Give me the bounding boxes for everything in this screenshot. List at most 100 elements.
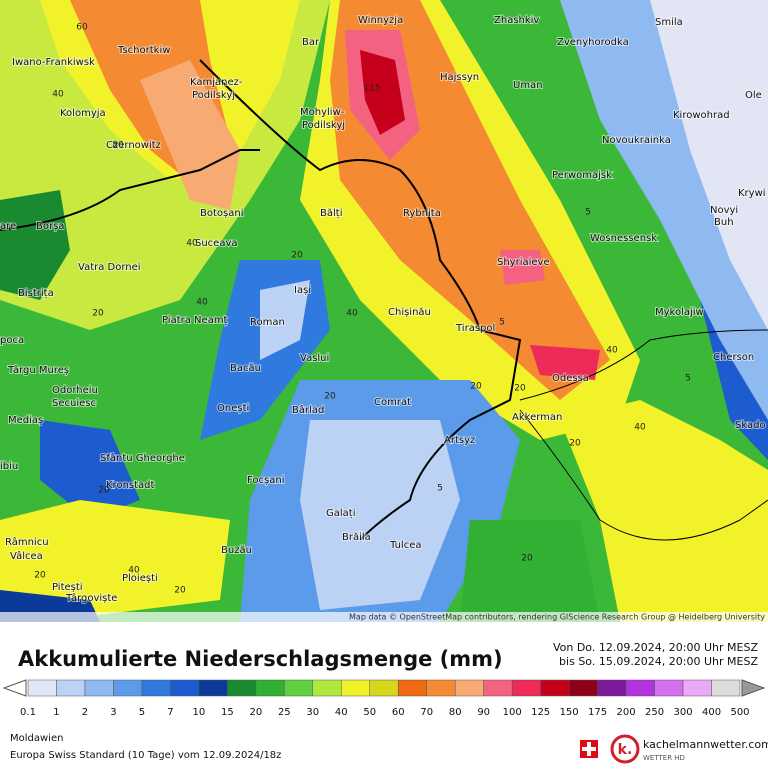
contour-label: 115 bbox=[363, 84, 380, 94]
place-label: Ole bbox=[745, 90, 762, 101]
place-label: ibiu bbox=[0, 461, 18, 472]
place-label: poca bbox=[0, 335, 24, 346]
title: Akkumulierte Niederschlagsmenge (mm) bbox=[18, 647, 503, 671]
place-label: Iwano-Frankiwsk bbox=[12, 57, 95, 68]
legend-label: 20 bbox=[249, 707, 262, 718]
legend-swatch bbox=[682, 679, 712, 697]
legend-label: 1 bbox=[53, 707, 59, 718]
brand-sub: WETTER HD bbox=[643, 754, 685, 762]
place-label: Zvenyhorodka bbox=[557, 37, 629, 48]
legend-label: 15 bbox=[221, 707, 234, 718]
legend-label: 60 bbox=[392, 707, 405, 718]
legend-swatch bbox=[113, 679, 143, 697]
place-label: Suceava bbox=[195, 238, 238, 249]
legend-swatch bbox=[170, 679, 200, 697]
place-label: Smila bbox=[655, 17, 683, 28]
place-label: Akkerman bbox=[512, 412, 562, 423]
legend-swatch bbox=[198, 679, 228, 697]
legend-label: 3 bbox=[110, 707, 116, 718]
contour-label: 5 bbox=[499, 318, 505, 328]
contour-label: 20 bbox=[34, 571, 46, 581]
place-label: Podilskyj bbox=[302, 120, 345, 131]
legend-label: 90 bbox=[477, 707, 490, 718]
place-label: Bârlad bbox=[292, 404, 324, 416]
place-label: Kirowohrad bbox=[673, 110, 730, 121]
place-label: Uman bbox=[513, 80, 543, 91]
contour-label: 20 bbox=[470, 382, 482, 392]
place-label: Secuiesc bbox=[52, 398, 96, 409]
brand: kachelmannwetter.com bbox=[643, 738, 768, 751]
place-label: Mykolajiw bbox=[655, 307, 704, 318]
place-label: Brăila bbox=[342, 532, 371, 543]
place-label: Krywi bbox=[738, 188, 766, 199]
place-label: Tschortkiw bbox=[117, 45, 170, 56]
legend-swatch bbox=[568, 679, 598, 697]
place-label: Botoșani bbox=[200, 208, 243, 219]
map bbox=[0, 0, 768, 622]
legend-label: 400 bbox=[702, 707, 721, 718]
place-label: Iași bbox=[294, 285, 311, 296]
legend-swatch bbox=[255, 679, 285, 697]
legend-swatch bbox=[27, 679, 57, 697]
contour-label: 20 bbox=[514, 384, 526, 394]
place-label: Buh bbox=[714, 217, 734, 228]
place-label: Târgoviște bbox=[65, 592, 117, 604]
legend-label: 200 bbox=[617, 707, 636, 718]
place-label: Wosnessensk bbox=[590, 233, 657, 244]
place-label: are bbox=[0, 221, 16, 232]
place-label: Zhashkiv bbox=[494, 15, 539, 26]
place-label: Odorheiu bbox=[52, 385, 98, 396]
legend-label: 25 bbox=[278, 707, 291, 718]
contour-label: 20 bbox=[174, 586, 186, 596]
legend-label: 40 bbox=[335, 707, 348, 718]
legend-swatch bbox=[625, 679, 655, 697]
legend-swatch bbox=[141, 679, 171, 697]
place-label: Târgu Mureș bbox=[7, 364, 69, 376]
place-label: Vatra Dornei bbox=[78, 262, 141, 273]
contour-label: 40 bbox=[606, 346, 618, 356]
contour-label: 20 bbox=[291, 251, 303, 261]
contour-label: 40 bbox=[128, 566, 140, 576]
logo: k. kachelmannwetter.com WETTER HD bbox=[580, 734, 768, 764]
contour-label: 40 bbox=[196, 298, 208, 308]
period-from: Von Do. 12.09.2024, 20:00 Uhr MESZ bbox=[553, 641, 759, 654]
legend-label: 50 bbox=[363, 707, 376, 718]
legend-swatch bbox=[84, 679, 114, 697]
legend-label: 125 bbox=[531, 707, 550, 718]
contour-label: 80 bbox=[112, 141, 124, 151]
contour-label: 5 bbox=[585, 208, 591, 218]
legend-label: 0.1 bbox=[20, 707, 36, 718]
legend-label: 300 bbox=[673, 707, 692, 718]
legend-swatch bbox=[369, 679, 399, 697]
legend-swatch bbox=[397, 679, 427, 697]
legend-swatch bbox=[597, 679, 627, 697]
legend-label: 150 bbox=[560, 707, 579, 718]
place-label: Czernowitz bbox=[106, 140, 161, 151]
region: Moldawien bbox=[10, 733, 63, 744]
contour-label: 40 bbox=[186, 239, 198, 249]
attribution: Map data © OpenStreetMap contributors, r… bbox=[349, 613, 765, 622]
place-label: Comrat bbox=[374, 397, 411, 408]
place-label: Bălți bbox=[320, 208, 342, 219]
legend-swatch bbox=[454, 679, 484, 697]
place-label: Novyi bbox=[710, 205, 738, 216]
legend-label: 10 bbox=[193, 707, 206, 718]
model: Europa Swiss Standard (10 Tage) vom 12.0… bbox=[10, 750, 281, 761]
place-label: Ploiești bbox=[122, 573, 158, 584]
contour-label: 20 bbox=[324, 392, 336, 402]
place-label: Vaslui bbox=[300, 353, 329, 364]
contour-label: 20 bbox=[98, 486, 110, 496]
place-label: Shyriaieve bbox=[497, 257, 550, 268]
place-label: Focșani bbox=[247, 475, 284, 486]
place-label: Winnyzja bbox=[358, 15, 403, 26]
place-label: Mohyliw- bbox=[300, 107, 345, 118]
place-label: Tulcea bbox=[389, 540, 421, 551]
contour-label: 5 bbox=[685, 374, 691, 384]
legend-swatch bbox=[711, 679, 741, 697]
contour-label: 5 bbox=[437, 484, 443, 494]
period-to: bis So. 15.09.2024, 20:00 Uhr MESZ bbox=[559, 655, 758, 668]
legend-swatch bbox=[540, 679, 570, 697]
place-label: Borșa bbox=[36, 221, 64, 232]
contour-label: 40 bbox=[346, 309, 358, 319]
